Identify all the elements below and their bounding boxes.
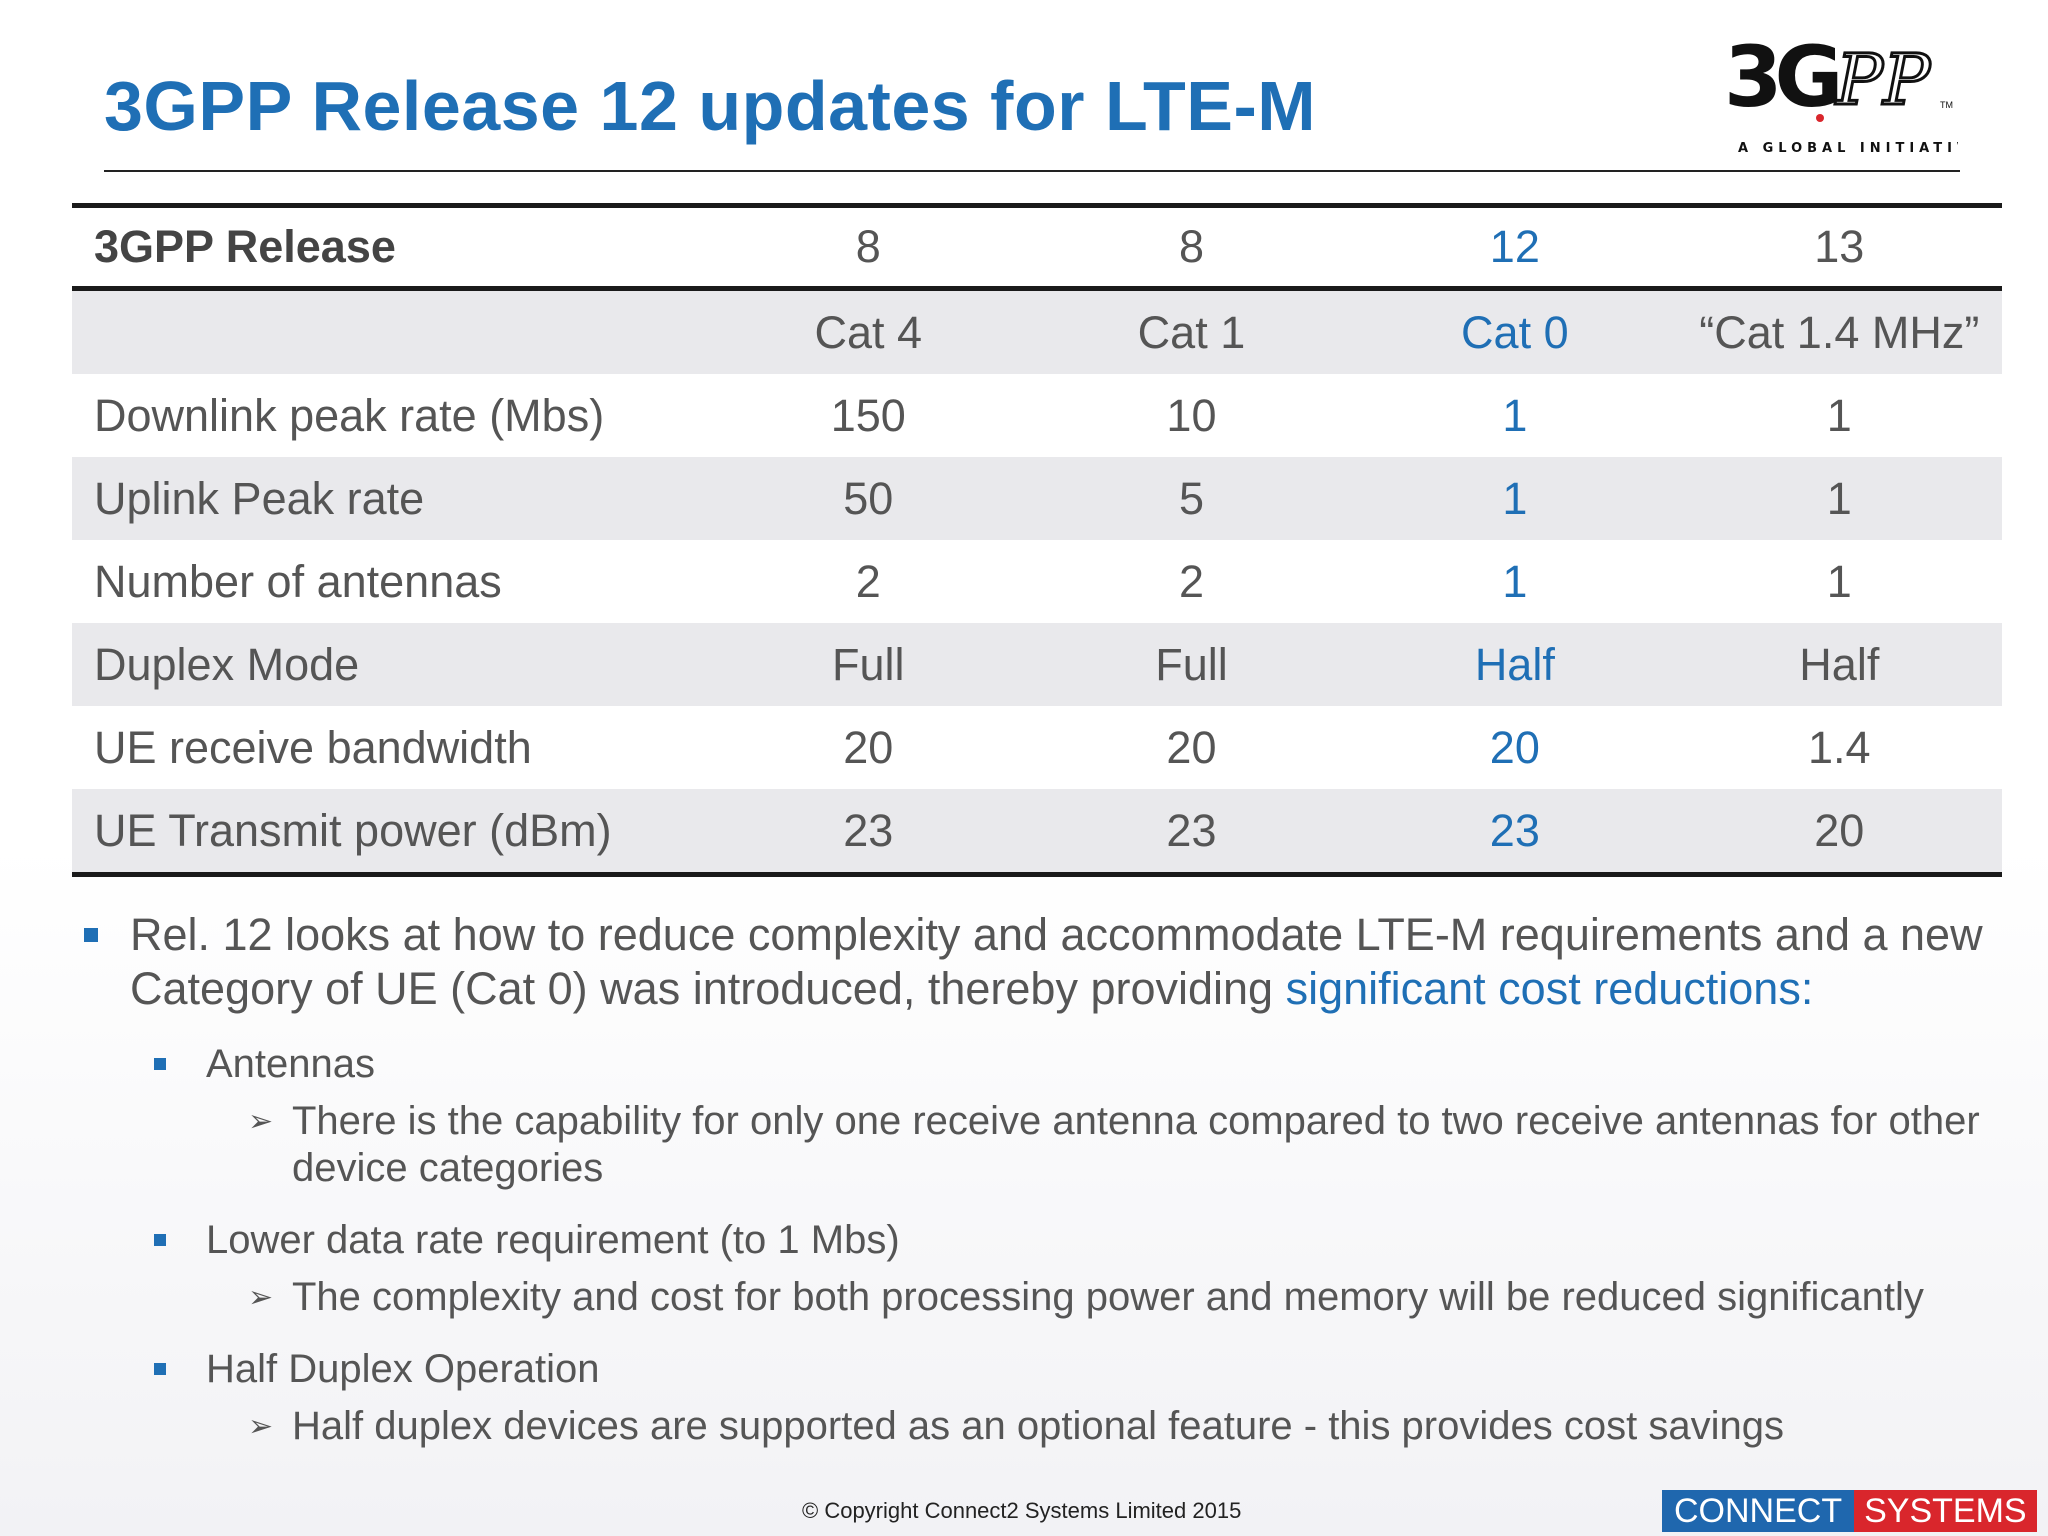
- sub-bullet-label: Antennas: [206, 1042, 376, 1086]
- table-header-cell: 8: [1029, 203, 1354, 291]
- lte-category-table: 3GPP Release 8 8 12 13 Cat 4 Cat 1 Cat 0…: [72, 203, 2002, 877]
- table-row: Duplex Mode Full Full Half Half: [72, 623, 2002, 706]
- brand-right-text: SYSTEMS: [1854, 1490, 2037, 1532]
- main-bullet-accent: significant cost reductions:: [1285, 963, 1814, 1014]
- table-cell: Uplink Peak rate: [72, 457, 707, 540]
- table-cell: 1: [1676, 457, 2002, 540]
- arrow-bullet-icon: ➢: [248, 1281, 274, 1314]
- table-cell: 5: [1029, 457, 1354, 540]
- table-cell: 1.4: [1808, 721, 1871, 773]
- sub-bullet: Lower data rate requirement (to 1 Mbs): [80, 1216, 2010, 1264]
- detail-bullet: ➢ The complexity and cost for both proce…: [80, 1274, 2010, 1321]
- table-header-row: 3GPP Release 8 8 12 13: [72, 203, 2002, 291]
- table-cell: 23: [706, 789, 1030, 877]
- table-cell: UE receive bandwidth: [94, 721, 532, 773]
- table-cell: Cat 0: [1353, 288, 1677, 374]
- table-cell: 1: [1353, 457, 1677, 540]
- table-cell: 20: [1676, 789, 2002, 877]
- title-divider: [104, 170, 1960, 172]
- table-header-cell: 3GPP Release: [72, 203, 707, 291]
- brand-left-text: CONNECT: [1662, 1490, 1855, 1532]
- table-cell: Downlink peak rate (Mbs): [94, 389, 605, 441]
- main-bullet-text: Rel. 12 looks at how to reduce complexit…: [130, 909, 1983, 1014]
- table-header-cell: 12: [1353, 203, 1677, 291]
- sub-bullet: Half Duplex Operation: [80, 1345, 2010, 1393]
- table-row: UE Transmit power (dBm) 23 23 23 20: [72, 789, 2002, 877]
- table-cell: 23: [1353, 789, 1677, 877]
- table-cell: 20: [1489, 721, 1540, 773]
- table-cell: UE Transmit power (dBm): [72, 789, 707, 877]
- table-cell: Cat 4: [706, 288, 1030, 374]
- sub-bullet-label: Half Duplex Operation: [206, 1347, 600, 1391]
- table-header-cell: 13: [1676, 203, 2002, 291]
- square-bullet-icon: [154, 1363, 166, 1375]
- table-cell: 150: [830, 389, 906, 441]
- table-cell: 23: [1029, 789, 1354, 877]
- sub-bullet: Antennas: [80, 1040, 2010, 1088]
- table-row: Number of antennas 2 2 1 1: [72, 540, 2002, 623]
- connect2-systems-logo: CONNECT SYSTEMS: [1662, 1490, 2037, 1532]
- table-cell: Number of antennas: [94, 555, 502, 607]
- table-header-cell: 8: [706, 203, 1030, 291]
- table-cell: 2: [1178, 555, 1204, 607]
- main-bullet: Rel. 12 looks at how to reduce complexit…: [80, 908, 2010, 1016]
- table-cell: 10: [1166, 389, 1217, 441]
- table-cell: 20: [843, 721, 894, 773]
- bullet-list: Rel. 12 looks at how to reduce complexit…: [80, 908, 2010, 1450]
- table-cell: 2: [855, 555, 881, 607]
- table-cell: 1: [1502, 389, 1528, 441]
- sub-bullet-label: Lower data rate requirement (to 1 Mbs): [206, 1218, 900, 1262]
- table-cell: 1: [1502, 555, 1528, 607]
- copyright-text: © Copyright Connect2 Systems Limited 201…: [802, 1498, 1242, 1523]
- detail-bullet-text: The complexity and cost for both process…: [292, 1275, 1924, 1319]
- table-cell: 1: [1826, 389, 1852, 441]
- table-cell: 1: [1826, 555, 1852, 607]
- arrow-bullet-icon: ➢: [248, 1410, 274, 1443]
- table-cell: Duplex Mode: [72, 623, 707, 706]
- detail-bullet-text: There is the capability for only one rec…: [292, 1099, 1980, 1190]
- table-row: Downlink peak rate (Mbs) 150 10 1 1: [72, 374, 2002, 457]
- slide-title: 3GPP Release 12 updates for LTE-M: [104, 67, 1317, 145]
- table-cell: 50: [706, 457, 1030, 540]
- table-cell: [72, 288, 707, 374]
- table-cell: Full: [706, 623, 1030, 706]
- table-cell: Full: [1029, 623, 1354, 706]
- table-cell: Half: [1676, 623, 2002, 706]
- arrow-bullet-icon: ➢: [248, 1105, 274, 1138]
- svg-text:PP: PP: [1834, 39, 1932, 121]
- table-cell: “Cat 1.4 MHz”: [1676, 288, 2002, 374]
- table-row: UE receive bandwidth 20 20 20 1.4: [72, 706, 2002, 789]
- 3gpp-logo: 3G PP TM A GLOBAL INITIATIVE: [1718, 18, 1981, 158]
- svg-text:3G: 3G: [1724, 28, 1837, 126]
- table-cell: Half: [1353, 623, 1677, 706]
- svg-text:TM: TM: [1940, 100, 1953, 110]
- table-cell: Cat 1: [1029, 288, 1354, 374]
- square-bullet-icon: [84, 928, 98, 942]
- svg-text:A GLOBAL INITIATIVE: A GLOBAL INITIATIVE: [1738, 141, 1958, 156]
- table-row: Uplink Peak rate 50 5 1 1: [72, 457, 2002, 540]
- detail-bullet-text: Half duplex devices are supported as an …: [292, 1404, 1784, 1448]
- detail-bullet: ➢ There is the capability for only one r…: [80, 1098, 2010, 1192]
- table-row: Cat 4 Cat 1 Cat 0 “Cat 1.4 MHz”: [72, 288, 2002, 374]
- detail-bullet: ➢ Half duplex devices are supported as a…: [80, 1403, 2010, 1450]
- square-bullet-icon: [154, 1234, 166, 1246]
- square-bullet-icon: [154, 1058, 166, 1070]
- table-cell: 20: [1166, 721, 1217, 773]
